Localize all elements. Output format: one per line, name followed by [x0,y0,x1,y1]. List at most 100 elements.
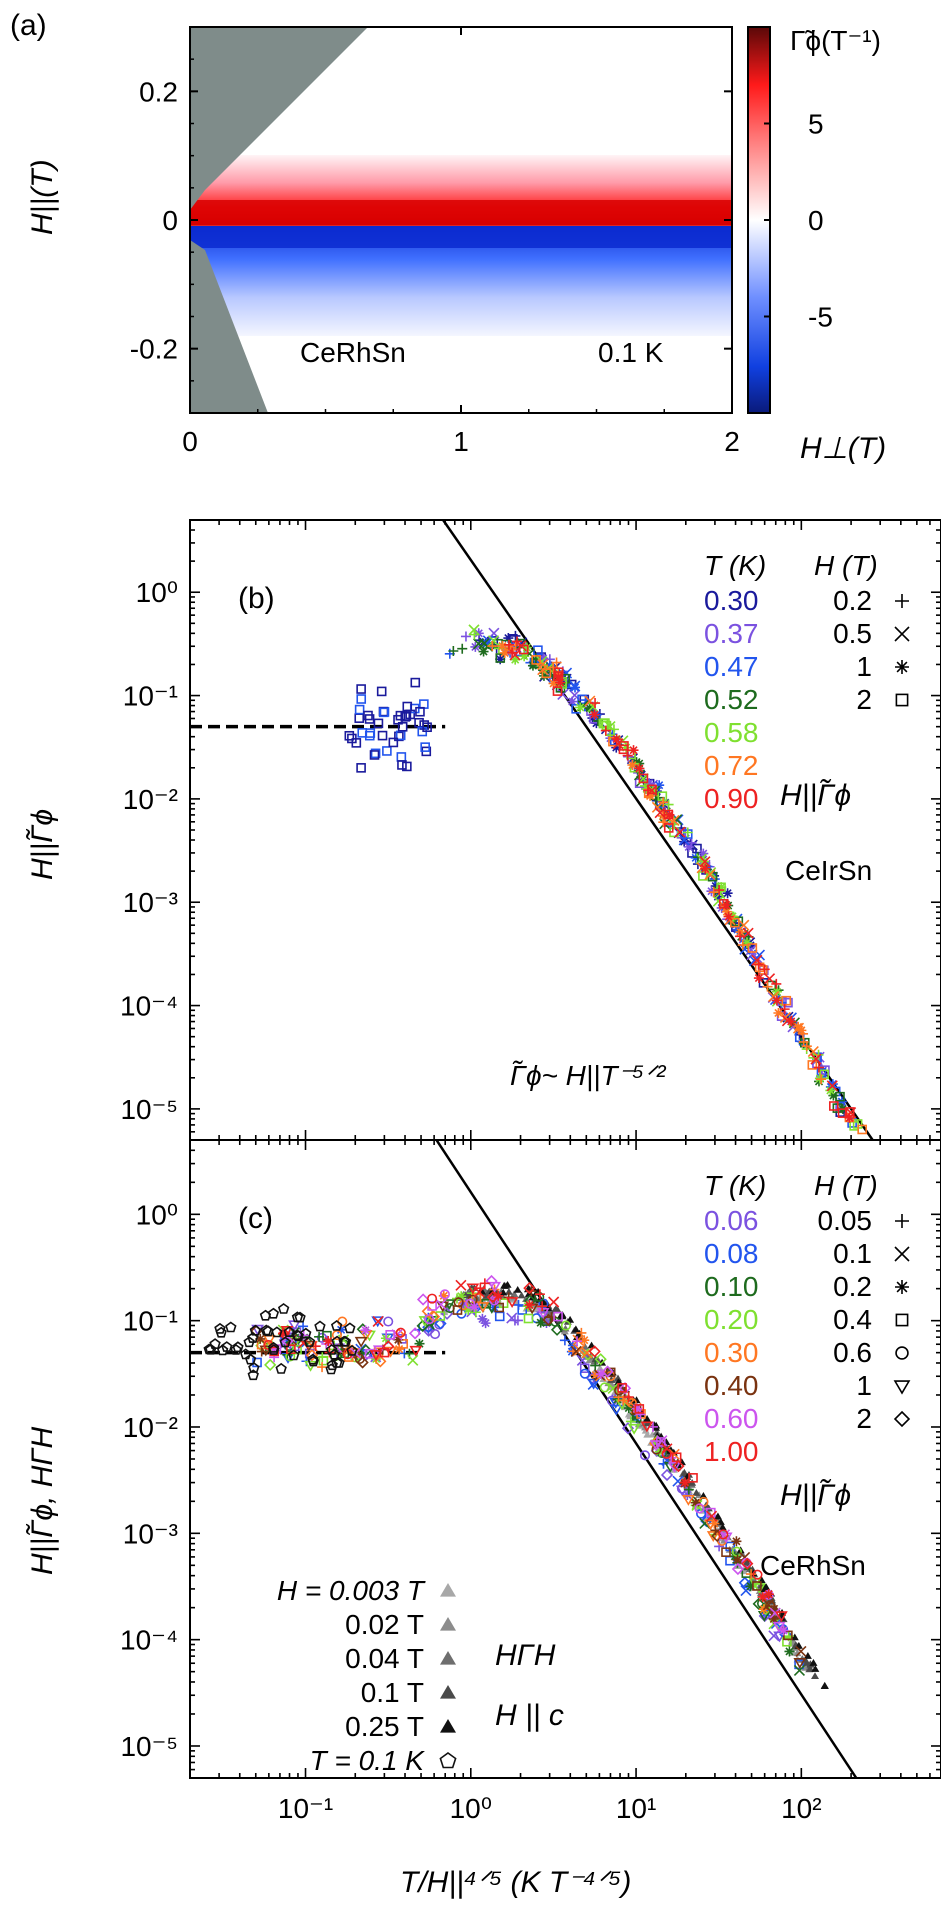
gamma-h-point [571,1325,580,1333]
pentagon-point [247,1369,259,1381]
data-point [323,1336,334,1347]
data-point-shape [524,1300,535,1311]
gamma-h-point-shape [803,1652,812,1659]
pentagon-point [325,1344,338,1355]
data-point-shape [795,1645,807,1657]
data-point [765,1605,779,1617]
gamma-legend-marker-0-shape [440,1583,456,1597]
gamma-legend-marker-2-shape [440,1651,456,1665]
data-point [645,790,656,801]
data-point-shape [721,906,732,917]
data-point [567,1340,578,1351]
data-point [747,943,758,953]
colorbar-tick-label-0: 5 [808,109,824,140]
legend-field-marker-3-shape [895,1313,909,1327]
data-point [541,668,552,679]
data-point-shape [737,940,748,951]
data-point-low-shape [422,722,432,733]
data-point [718,1529,729,1540]
colorbar-ticks: 5 0 -5 [764,109,833,333]
data-point [654,780,665,791]
data-point [813,1062,824,1073]
data-point [570,682,581,693]
data-point [503,639,514,650]
data-point [751,954,763,966]
pentagon-point-shape [230,1344,242,1355]
data-point [587,713,598,724]
data-point [594,1353,607,1366]
data-point [793,1657,807,1669]
data-point [485,1274,498,1288]
data-point-shape [671,1452,682,1463]
data-point-shape [649,1440,663,1452]
data-point [683,841,694,852]
legend-field-marker-1-shape [894,1246,910,1262]
data-point-shape [757,1591,768,1602]
data-point [523,1313,534,1324]
data-point-shape [579,1363,590,1373]
data-point-low-shape [356,694,367,704]
data-point [506,1312,518,1324]
data-point-shape [829,1101,839,1111]
data-point [535,1317,546,1328]
data-point-shape [599,1382,610,1393]
data-point-shape [623,1392,634,1403]
data-point-shape [661,1448,672,1459]
legend-field-marker-0 [895,1214,909,1228]
data-point-shape [448,645,459,656]
data-point [469,1301,480,1312]
data-point-shape [584,703,595,714]
data-point-shape [771,978,782,989]
data-point [663,799,674,810]
legend-field-marker-6-shape [893,1410,911,1428]
pentagon-point [291,1329,303,1341]
data-point-shape [505,642,516,653]
legend-temperature-1: 0.37 [704,618,759,649]
panel-a-axes: 0 1 2 0.2 0 -0.2 [130,26,740,457]
data-point-shape [768,1613,779,1624]
data-point [796,1025,807,1036]
data-point-shape [560,1320,571,1331]
data-point-low-shape [419,720,430,730]
data-point [794,1659,804,1670]
data-point [544,660,555,671]
data-point-shape [478,646,489,657]
pentagon-point-shape [275,1362,287,1374]
data-point-shape [682,827,693,838]
gamma-h-point [692,1489,701,1496]
data-point-low [397,760,407,770]
gamma-h-point [811,1672,820,1680]
data-point-low-shape [379,707,389,718]
data-point-shape [374,1355,387,1368]
data-point [424,1314,435,1325]
data-point [537,1301,548,1312]
data-point-shape [497,640,508,651]
data-point [730,917,740,928]
data-point [478,638,490,650]
colorbar-title: Γ̃ϕ(T⁻¹) [790,25,881,56]
data-point-low-shape [354,704,365,715]
gamma-h-point-shape [522,1295,531,1302]
pentagon-point-shape [203,1343,215,1355]
pentagon-point-shape [333,1356,345,1368]
data-point [453,1297,464,1308]
data-point [668,1461,681,1473]
data-point-shape [668,1461,681,1473]
data-point [601,1365,614,1378]
data-point-shape [605,730,616,741]
data-point [553,1311,563,1322]
panel-b-axes: 10⁰ 10⁻¹ 10⁻² 10⁻³ 10⁻⁴ 10⁻⁵ [120,519,941,1140]
data-point-shape [753,973,764,984]
data-point-low [394,731,404,742]
legend-field-marker-4 [895,1346,909,1360]
data-point-shape [714,1541,725,1552]
gamma-legend-label-4: 0.25 T [345,1711,424,1742]
data-point-shape [742,927,754,939]
legend-temperature-1: 0.08 [704,1238,759,1269]
data-point [495,654,506,665]
data-point-low [402,761,412,772]
data-point [762,981,773,992]
data-point [752,1581,762,1591]
data-point-shape [479,1278,490,1289]
data-point-shape [660,1468,674,1482]
